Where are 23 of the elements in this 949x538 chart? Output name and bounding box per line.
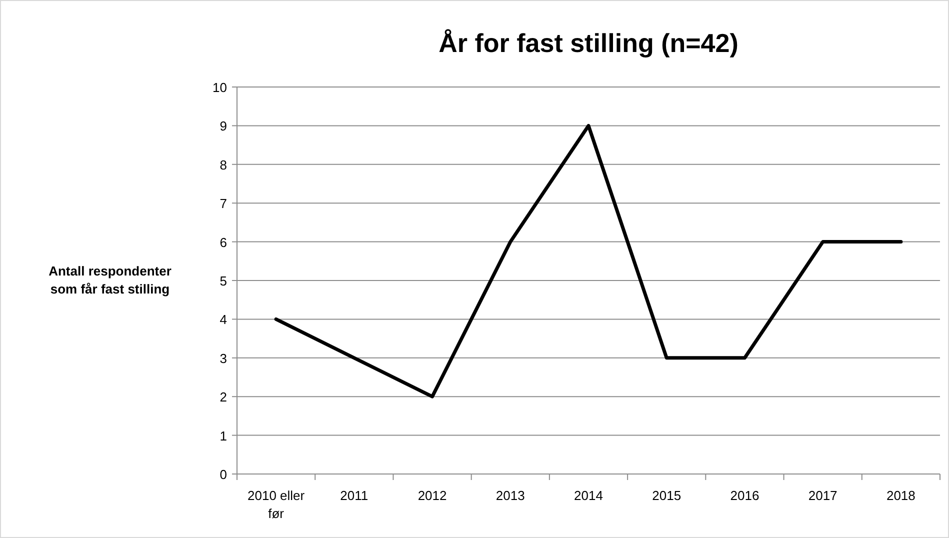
y-tick-label: 9 — [220, 118, 227, 134]
y-tick-label: 2 — [220, 390, 227, 405]
y-tick-label: 6 — [220, 234, 227, 250]
y-tick-label: 10 — [212, 80, 227, 95]
y-tick-label: 5 — [220, 274, 227, 288]
x-tick-label: 2015 — [652, 488, 682, 503]
x-tick-label: 2010 eller før — [248, 488, 306, 521]
x-tick-label: 2017 — [808, 488, 838, 503]
x-tick-label: 2011 — [340, 488, 368, 503]
y-tick-label: 4 — [220, 312, 227, 328]
y-tick-label: 1 — [220, 428, 227, 444]
x-tick-label: 2012 — [418, 488, 447, 503]
y-axis-title: Antall respondenter som får fast stilling — [48, 264, 172, 296]
y-tick-label: 0 — [220, 467, 227, 482]
chart-title: År for fast stilling (n=42) — [438, 28, 738, 58]
x-tick-label: 2016 — [730, 488, 760, 503]
y-tick-label: 3 — [220, 350, 227, 366]
x-tick-label: 2013 — [496, 488, 525, 503]
line-series — [274, 124, 903, 398]
y-tick-label: 7 — [220, 196, 227, 212]
y-tick-label: 8 — [220, 157, 227, 172]
x-tick-label: 2014 — [574, 488, 603, 503]
x-tick-label: 2018 — [886, 488, 916, 503]
